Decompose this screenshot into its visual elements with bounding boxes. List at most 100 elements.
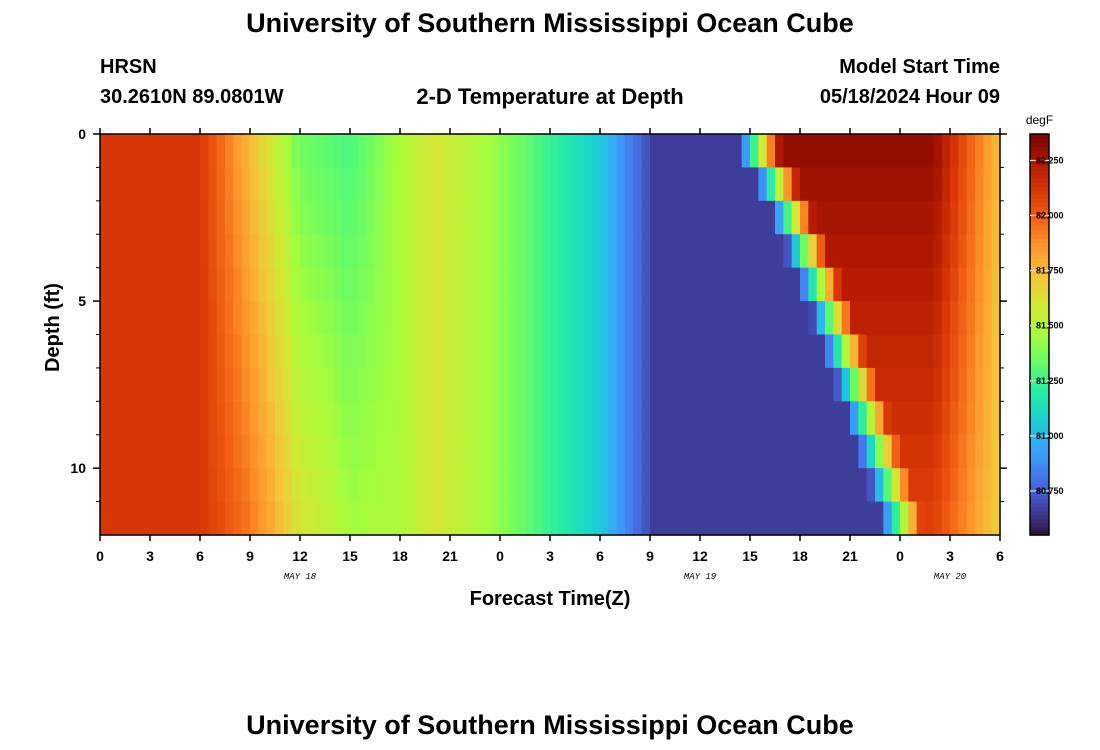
heatmap-cell [800,200,809,235]
heatmap-cell [741,301,751,336]
heatmap-cell [650,334,659,369]
heatmap-cell [266,367,276,402]
heatmap-cell [875,134,884,169]
heatmap-cell [266,501,276,536]
colorbar-segment [1030,362,1049,368]
heatmap-cell [550,468,559,503]
heatmap-cell [991,267,1001,302]
heatmap-cell [375,200,384,235]
heatmap-cell [416,401,426,436]
heatmap-cell [816,234,826,269]
heatmap-cell [691,367,701,402]
heatmap-cell [291,434,301,469]
heatmap-cell [716,367,726,402]
heatmap-cell [791,401,801,436]
heatmap-cell [966,434,976,469]
heatmap-cell [250,334,259,369]
heatmap-cell [400,434,409,469]
heatmap-cell [400,367,409,402]
heatmap-cell [525,234,534,269]
heatmap-cell [125,501,134,536]
heatmap-cell [141,401,151,436]
heatmap-cell [708,234,718,269]
heatmap-cell [133,501,143,536]
heatmap-cell [916,367,926,402]
heatmap-cell [225,334,234,369]
heatmap-cell [133,334,143,369]
heatmap-cell [308,301,318,336]
heatmap-cell [475,301,484,336]
heatmap-cell [241,167,251,202]
heatmap-cell [958,200,968,235]
heatmap-cell [766,434,776,469]
heatmap-cell [191,468,201,503]
heatmap-cell [358,134,368,169]
heatmap-cell [641,501,651,536]
heatmap-cell [516,301,526,336]
heatmap-cell [416,334,426,369]
heatmap-cell [200,434,209,469]
heatmap-cell [550,501,559,536]
heatmap-cell [391,267,401,302]
heatmap-cell [541,501,551,536]
heatmap-cell [183,301,193,336]
heatmap-cell [283,267,293,302]
x-tick-label: 3 [946,548,954,564]
heatmap-cell [775,367,784,402]
heatmap-cell [366,434,376,469]
heatmap-cell [600,134,609,169]
heatmap-cell [766,267,776,302]
heatmap-cell [316,267,326,302]
heatmap-cell [475,468,484,503]
heatmap-cell [566,367,576,402]
heatmap-cell [975,234,984,269]
heatmap-cell [308,367,318,402]
heatmap-cell [675,167,684,202]
heatmap-cell [275,468,284,503]
heatmap-cell [216,267,226,302]
colorbar-segment [1030,466,1049,472]
colorbar-segment [1030,410,1049,416]
heatmap-cell [591,367,601,402]
colorbar-segment [1030,342,1049,348]
heatmap-cell [375,367,384,402]
heatmap-cell [641,401,651,436]
heatmap-cell [100,234,109,269]
heatmap-cell [850,367,859,402]
heatmap-cell [308,200,318,235]
heatmap-cell [500,200,509,235]
heatmap-cell [891,468,901,503]
heatmap-cell [458,434,468,469]
heatmap-cell [575,234,584,269]
heatmap-cell [841,468,851,503]
x-tick-label: 9 [646,548,654,564]
heatmap-cell [550,334,559,369]
colorbar-segment [1030,238,1049,243]
heatmap-cell [408,501,418,536]
heatmap-cell [816,301,826,336]
heatmap-cell [341,267,351,302]
heatmap-cell [883,134,893,169]
colorbar-tick-label: 81.500 [1036,321,1064,331]
heatmap-cell [516,401,526,436]
colorbar-segment [1030,514,1049,520]
heatmap-cell [583,334,593,369]
heatmap-cell [316,234,326,269]
heatmap-cell [100,301,109,336]
colorbar-segment [1030,358,1049,364]
heatmap-cell [725,134,734,169]
heatmap-cell [316,334,326,369]
heatmap-cell [591,501,601,536]
heatmap-cell [408,200,418,235]
heatmap-cell [433,501,443,536]
heatmap-cell [141,334,151,369]
colorbar-segment [1030,254,1049,259]
heatmap-cell [708,301,718,336]
heatmap-cell [308,267,318,302]
heatmap-cell [691,200,701,235]
heatmap-cell [866,434,876,469]
heatmap-cell [850,434,859,469]
heatmap-cell [925,401,934,436]
y-axis: 0 5 10 [70,126,1007,503]
heatmap-cell [641,301,651,336]
